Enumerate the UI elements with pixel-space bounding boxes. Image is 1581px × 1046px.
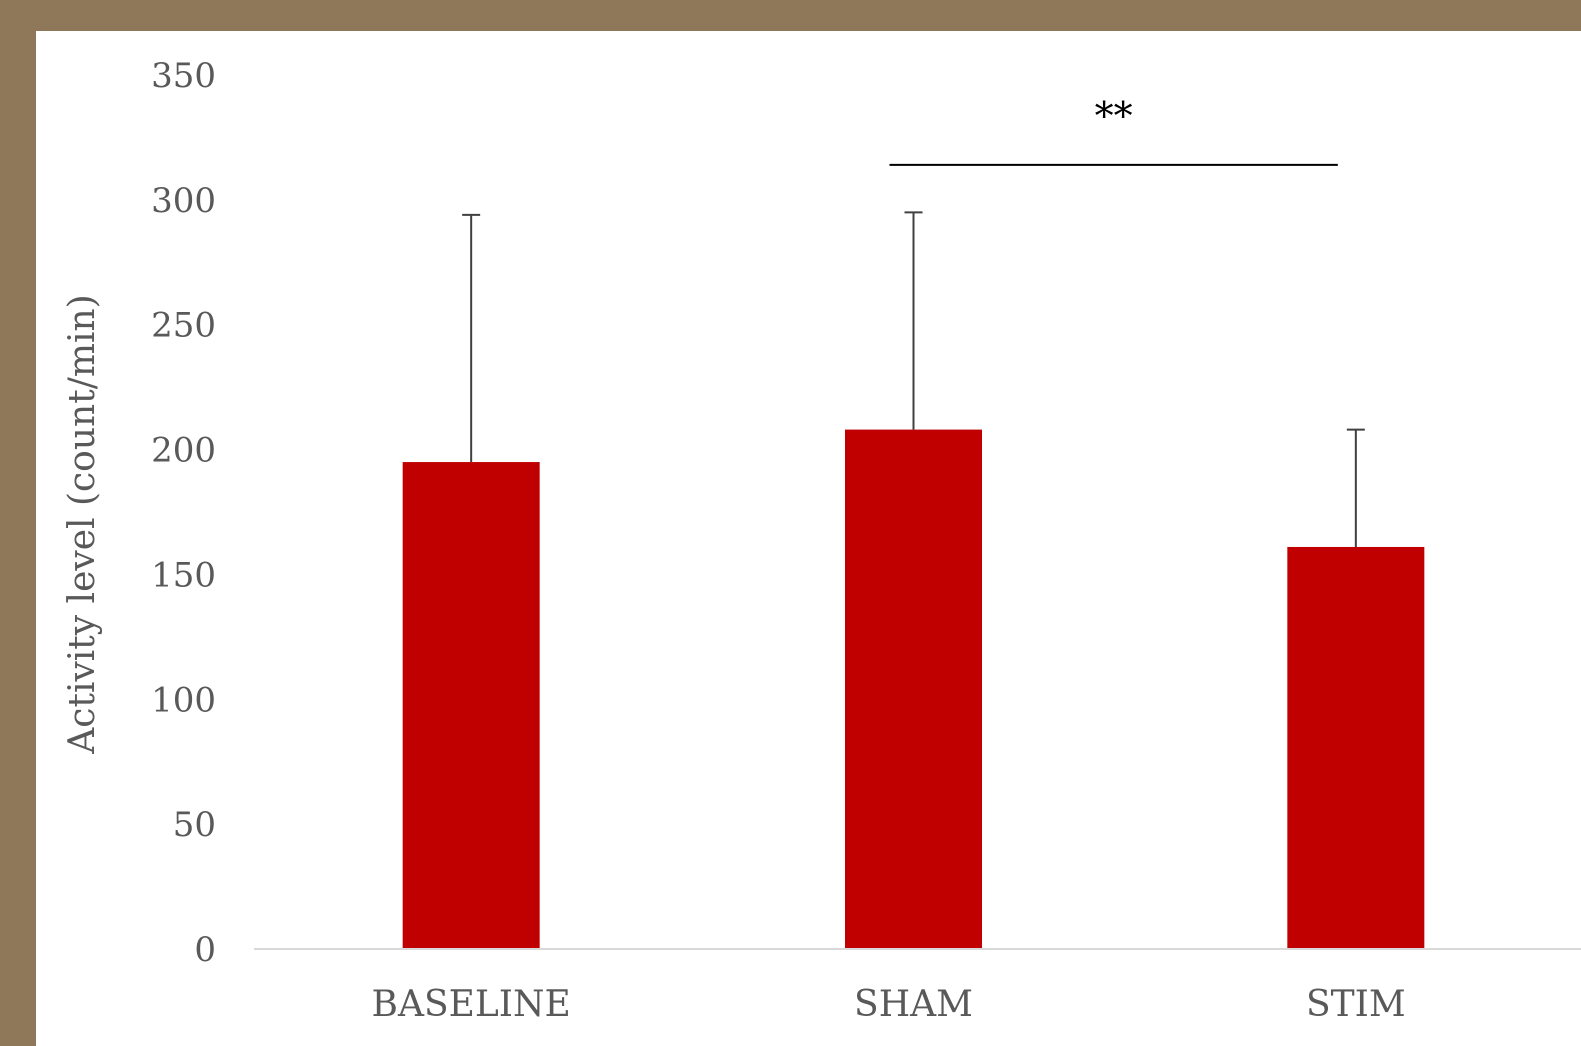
bar-sham	[845, 429, 982, 949]
x-axis-categories: BASELINE SHAM STIM	[372, 984, 1406, 1025]
chart-panel: 0 50 100 150 200 250 300 350 BASELINE SHAM STIM *…	[36, 31, 1581, 1046]
y-tick-label: 200	[151, 431, 216, 471]
x-category-label: STIM	[1306, 984, 1406, 1025]
error-bars	[462, 211, 1365, 547]
x-category-label: BASELINE	[372, 984, 571, 1025]
bar-stim	[1287, 546, 1425, 949]
bar-chart: 0 50 100 150 200 250 300 350 BASELINE SHAM STIM *…	[62, 56, 1581, 1025]
y-tick-label: 50	[173, 805, 216, 845]
y-axis-label: Activity level (count/min)	[62, 294, 103, 754]
y-tick-label: 350	[151, 56, 216, 96]
y-tick-label: 100	[151, 680, 216, 720]
y-tick-label: 250	[151, 306, 216, 346]
y-axis-ticks: 0 50 100 150 200 250 300 350	[151, 56, 216, 970]
x-category-label: SHAM	[854, 984, 973, 1025]
y-tick-label: 0	[194, 930, 216, 970]
bar-baseline	[402, 462, 540, 949]
y-tick-label: 300	[151, 181, 216, 221]
bars	[402, 429, 1425, 949]
significance-label: **	[1095, 94, 1133, 138]
y-tick-label: 150	[151, 555, 216, 595]
